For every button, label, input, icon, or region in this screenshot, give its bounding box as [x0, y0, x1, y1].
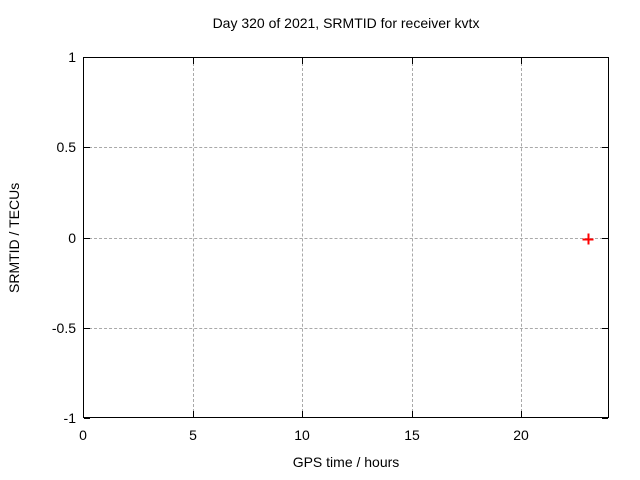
y-gridline: [84, 147, 608, 148]
y-tick-mark-left: [84, 57, 90, 58]
x-tick-mark-top: [521, 58, 522, 64]
y-tick-mark-left: [84, 418, 90, 419]
x-gridline: [302, 58, 303, 417]
y-tick-mark-left: [84, 238, 90, 239]
y-tick-mark-right: [602, 328, 608, 329]
x-tick-mark-top: [412, 58, 413, 64]
x-tick-mark-top: [193, 58, 194, 64]
y-gridline: [84, 328, 608, 329]
x-tick-label: 20: [513, 427, 529, 443]
x-gridline: [521, 58, 522, 417]
chart-title: Day 320 of 2021, SRMTID for receiver kvt…: [212, 15, 480, 31]
y-tick-label: 0: [68, 230, 76, 246]
y-tick-mark-left: [84, 147, 90, 148]
x-tick-label: 15: [404, 427, 420, 443]
y-tick-mark-right: [602, 57, 608, 58]
x-tick-mark-top: [83, 58, 84, 64]
y-tick-mark-left: [84, 328, 90, 329]
x-tick-mark-top: [302, 58, 303, 64]
x-tick-label: 10: [294, 427, 310, 443]
y-gridline: [84, 238, 608, 239]
y-tick-label: -0.5: [51, 320, 76, 336]
x-tick-mark-bottom: [521, 411, 522, 417]
x-gridline: [193, 58, 194, 417]
x-tick-mark-bottom: [83, 411, 84, 417]
x-tick-label: 0: [79, 427, 87, 443]
data-point-marker: [582, 233, 594, 244]
y-tick-mark-right: [602, 418, 608, 419]
x-tick-mark-bottom: [412, 411, 413, 417]
x-gridline: [412, 58, 413, 417]
x-tick-mark-bottom: [302, 411, 303, 417]
y-tick-label: 1: [68, 49, 76, 65]
y-tick-label: 0.5: [56, 139, 76, 155]
y-tick-label: -1: [63, 410, 76, 426]
y-tick-mark-right: [602, 147, 608, 148]
x-tick-label: 5: [189, 427, 197, 443]
y-tick-mark-right: [602, 238, 608, 239]
x-tick-mark-bottom: [193, 411, 194, 417]
x-axis-label: GPS time / hours: [292, 454, 400, 470]
marker-bar-vertical: [587, 233, 590, 244]
plot-area: [83, 57, 609, 419]
